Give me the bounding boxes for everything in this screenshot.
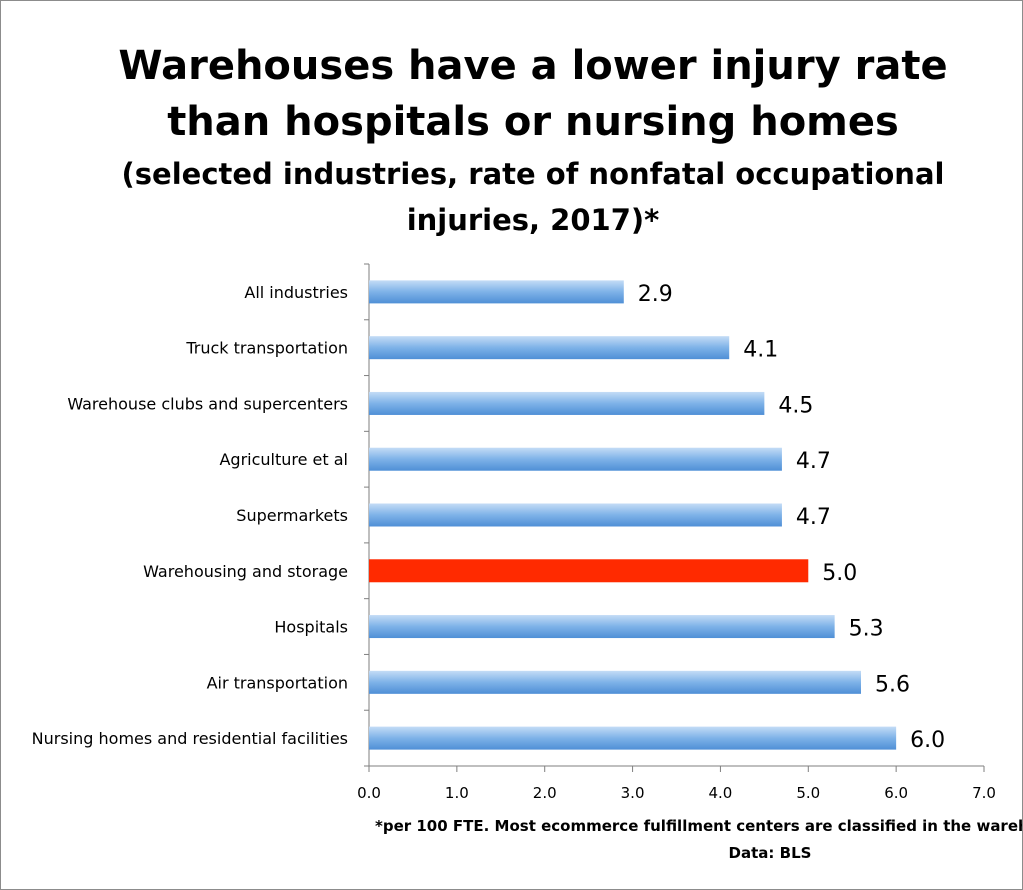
bar bbox=[369, 336, 730, 360]
bar bbox=[369, 670, 861, 694]
bar bbox=[369, 615, 835, 639]
category-label: Supermarkets bbox=[236, 506, 348, 525]
category-label: Agriculture et al bbox=[219, 450, 348, 469]
chart-subtitle-line-2: injuries, 2017)* bbox=[407, 203, 660, 237]
category-label: Hospitals bbox=[274, 618, 348, 637]
category-label: Truck transportation bbox=[185, 339, 348, 358]
plot-area: 0.0 1.0 2.0 3.0 4.0 5.0 6.0 7.0 All industries 2.… bbox=[32, 263, 996, 802]
data-label: 2.9 bbox=[638, 282, 673, 307]
chart-title-line-2: than hospitals or nursing homes bbox=[167, 99, 899, 145]
x-tick-label: 0.0 bbox=[357, 784, 381, 802]
x-tick-label: 6.0 bbox=[884, 784, 908, 802]
x-tick-label: 4.0 bbox=[708, 784, 732, 802]
category-label: Air transportation bbox=[207, 673, 348, 692]
chart-subtitle-line-1: (selected industries, rate of nonfatal o… bbox=[122, 157, 945, 191]
x-tick-label: 7.0 bbox=[972, 784, 996, 802]
data-label: 5.3 bbox=[849, 617, 884, 642]
data-label: 4.7 bbox=[796, 449, 831, 474]
data-label: 5.6 bbox=[875, 672, 910, 697]
category-label: Warehouse clubs and supercenters bbox=[67, 394, 348, 413]
category-label: Warehousing and storage bbox=[143, 562, 348, 581]
data-label: 4.1 bbox=[743, 338, 778, 363]
data-source: Data: BLS bbox=[729, 844, 812, 862]
bar bbox=[369, 280, 624, 304]
x-tick-label: 5.0 bbox=[796, 784, 820, 802]
data-label: 5.0 bbox=[822, 561, 857, 586]
data-label: 6.0 bbox=[910, 728, 945, 753]
chart-title-line-1: Warehouses have a lower injury rate bbox=[118, 43, 947, 89]
x-tick-label: 2.0 bbox=[533, 784, 557, 802]
x-tick-label: 3.0 bbox=[621, 784, 645, 802]
data-label: 4.5 bbox=[778, 393, 813, 418]
x-tick-label: 1.0 bbox=[445, 784, 469, 802]
data-label: 4.7 bbox=[796, 505, 831, 530]
footnote: *per 100 FTE. Most ecommerce fulfillment… bbox=[375, 817, 1022, 835]
category-label: Nursing homes and residential facilities bbox=[32, 729, 348, 748]
bar-highlighted bbox=[369, 559, 809, 583]
bar bbox=[369, 503, 782, 527]
bar bbox=[369, 391, 765, 415]
bar bbox=[369, 447, 782, 471]
category-label: All industries bbox=[244, 283, 348, 302]
bar bbox=[369, 726, 897, 750]
